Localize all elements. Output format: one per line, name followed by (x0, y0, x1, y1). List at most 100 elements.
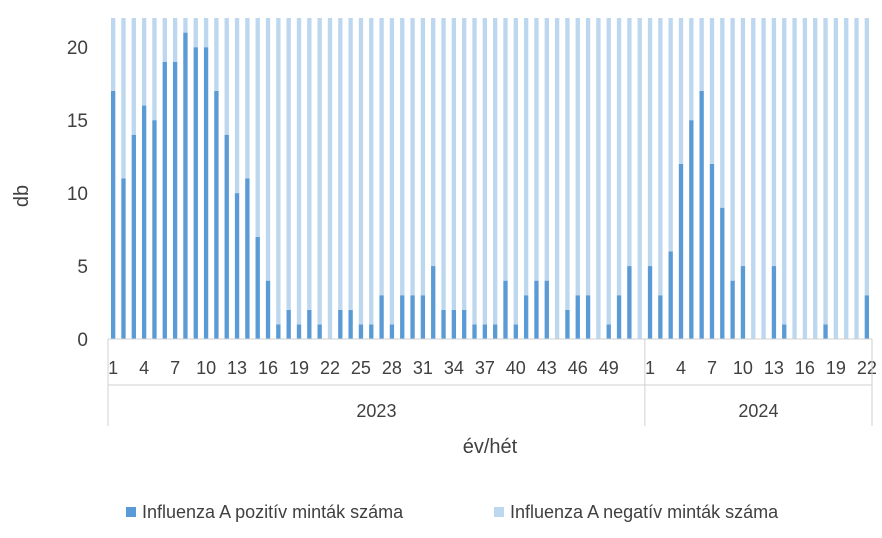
bar-positive (245, 178, 250, 339)
x-tick-label: 13 (227, 358, 247, 378)
bar-negative (709, 18, 715, 164)
bar-positive (131, 134, 136, 339)
bar-negative (214, 18, 219, 91)
bar-positive (389, 324, 395, 339)
bar-positive (420, 295, 426, 339)
bar-negative (699, 18, 704, 91)
bar-positive (740, 266, 746, 339)
bar-negative (296, 18, 302, 325)
bar-negative (245, 18, 250, 179)
bar-negative (224, 18, 229, 135)
bar-positive (265, 280, 271, 339)
legend-swatch-positive (126, 507, 136, 517)
bar-negative (554, 18, 560, 339)
bar-negative (369, 18, 374, 325)
bar-positive (627, 266, 632, 339)
bar-positive (141, 105, 147, 339)
bar-negative (131, 18, 136, 135)
bar-positive (462, 309, 467, 339)
bar-positive (193, 47, 198, 339)
bar-negative (761, 18, 766, 339)
bars (110, 18, 870, 340)
bar-negative (193, 18, 198, 48)
bar-negative (420, 18, 426, 296)
bar-positive (338, 309, 343, 339)
bar-positive (585, 295, 591, 339)
bar-positive (410, 295, 415, 339)
bar-positive (606, 324, 611, 339)
bar-negative (338, 18, 343, 310)
bar-negative (286, 18, 291, 310)
x-tick-label: 4 (676, 358, 686, 378)
x-tick-label: 1 (108, 358, 118, 378)
bar-positive (544, 280, 549, 339)
bar-positive (534, 280, 539, 339)
bar-negative (637, 18, 642, 339)
bar-negative (616, 18, 622, 296)
bar-positive (441, 309, 446, 339)
bar-positive (172, 61, 178, 339)
bar-positive (513, 324, 518, 339)
bar-negative (162, 18, 167, 62)
bar-negative (276, 18, 281, 325)
bar-positive (616, 295, 622, 339)
bar-negative (823, 18, 828, 325)
bar-positive (183, 32, 188, 339)
bar-positive (317, 324, 322, 339)
bar-positive (255, 236, 260, 339)
bar-positive (286, 309, 291, 339)
bar-negative (348, 18, 353, 310)
bar-positive (400, 295, 405, 339)
x-tick-label: 1 (645, 358, 655, 378)
bar-positive (658, 295, 663, 339)
x-tick-label: 34 (444, 358, 464, 378)
legend-label-positive: Influenza A pozitív minták száma (142, 502, 404, 522)
bar-negative (751, 18, 756, 339)
bar-positive (472, 324, 477, 339)
bar-positive (348, 309, 353, 339)
bar-positive (782, 324, 787, 339)
x-group-label: 2023 (356, 401, 396, 421)
bar-negative (544, 18, 549, 281)
x-tick-label: 10 (733, 358, 753, 378)
y-tick-label: 5 (77, 257, 88, 278)
bar-positive (152, 120, 157, 340)
bar-negative (379, 18, 384, 296)
bar-negative (152, 18, 157, 121)
x-tick-label: 4 (139, 358, 149, 378)
bar-negative (627, 18, 632, 267)
bar-positive (689, 120, 694, 340)
bar-negative (389, 18, 395, 325)
bar-negative (864, 18, 870, 296)
y-axis: 0 5 10 15 20 (67, 38, 88, 351)
bar-negative (782, 18, 787, 325)
bar-positive (503, 280, 508, 339)
bar-negative (317, 18, 322, 325)
bar-negative (720, 18, 725, 208)
x-tick-label: 31 (413, 358, 433, 378)
bar-negative (658, 18, 663, 296)
x-tick-label: 22 (857, 358, 877, 378)
legend: Influenza A pozitív minták száma Influen… (126, 502, 779, 522)
bar-positive (647, 266, 653, 339)
bar-positive (369, 324, 374, 339)
x-tick-label: 22 (320, 358, 340, 378)
x-tick-label: 16 (795, 358, 815, 378)
x-tick-label: 28 (382, 358, 402, 378)
bar-positive (110, 90, 116, 339)
bar-negative (802, 18, 808, 339)
bar-negative (503, 18, 508, 281)
bar-negative (307, 18, 312, 310)
y-tick-label: 20 (67, 38, 88, 59)
bar-negative (172, 18, 178, 62)
bar-negative (596, 18, 601, 339)
bar-positive (678, 163, 684, 339)
bar-positive (565, 309, 570, 339)
y-tick-label: 10 (67, 184, 88, 205)
bar-positive (575, 295, 580, 339)
bar-positive (234, 193, 240, 339)
bar-negative (606, 18, 611, 325)
bar-positive (482, 324, 488, 339)
x-axis-title: év/hét (463, 436, 518, 458)
